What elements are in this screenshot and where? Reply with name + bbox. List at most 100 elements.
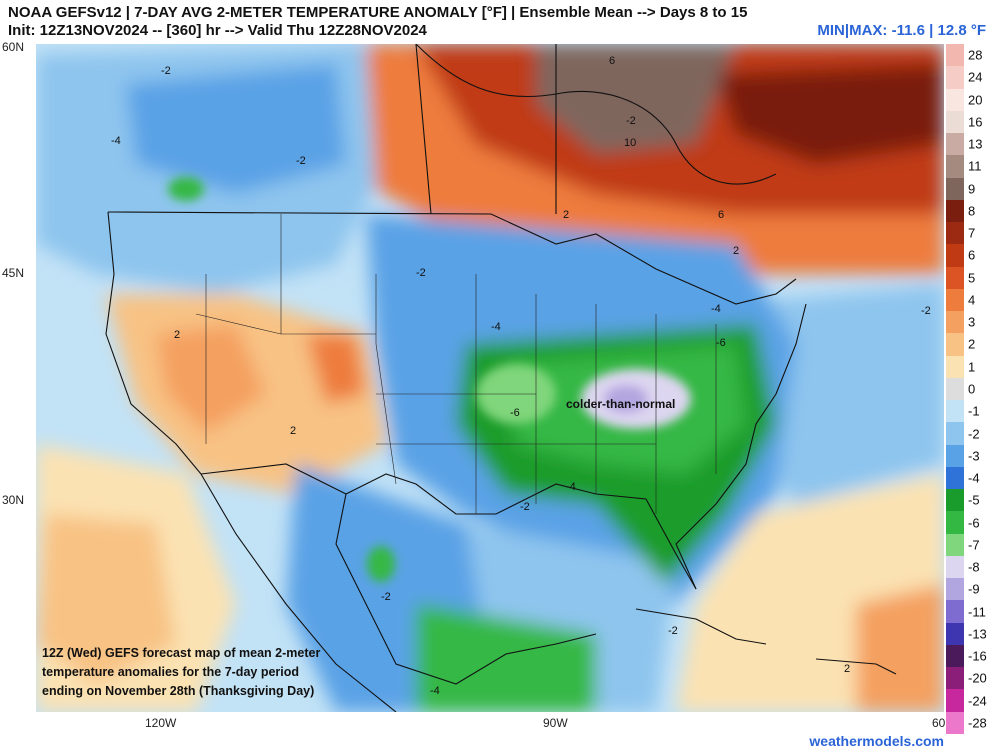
colorbar-swatch: [946, 667, 964, 690]
contour-label: 10: [624, 137, 636, 149]
lat-label-60n: 60N: [2, 40, 25, 54]
colorbar-swatch: [946, 600, 964, 623]
colorbar-level: -6: [946, 511, 1000, 534]
colorbar-swatch: [946, 533, 964, 556]
colorbar-label: 1: [968, 359, 976, 375]
caption-line-1: 12Z (Wed) GEFS forecast map of mean 2-me…: [42, 646, 321, 660]
colorbar-swatch: [946, 88, 964, 111]
colorbar-swatch: [946, 155, 964, 178]
colorbar-label: 13: [968, 136, 983, 152]
colorbar-swatch: [946, 555, 964, 579]
contour-label: 6: [609, 55, 615, 67]
colorbar-swatch: [946, 377, 964, 401]
state-lines: [195, 214, 717, 514]
pacific-warm-core: [36, 514, 176, 684]
colorbar-label: -4: [968, 470, 980, 486]
colorbar-label: -11: [968, 604, 986, 620]
us-west-coast: [105, 211, 202, 475]
colorbar-swatch: [946, 689, 964, 712]
coldest-anomaly-core: [604, 385, 648, 413]
header-init-valid: Init: 12Z13NOV2024 -- [360] hr --> Valid…: [8, 22, 427, 39]
colorbar-label: -5: [968, 492, 980, 508]
colorbar-swatch: [946, 44, 964, 67]
colorbar-label: 4: [968, 292, 976, 308]
contour-label: -4: [111, 135, 121, 147]
colorbar-label: 7: [968, 225, 976, 241]
colorbar-swatch: [946, 66, 964, 89]
caribbean-warm-core: [856, 584, 944, 712]
colorbar-level: -20: [946, 667, 1000, 690]
contour-label: 6: [718, 209, 724, 221]
anomaly-map: -2 -4 -2 6 10 6 2 2 -2 -4 -4 -6 -6 2 2 -…: [36, 44, 944, 712]
colorbar-label: 20: [968, 92, 983, 108]
colorbar-swatch: [946, 466, 964, 490]
colorbar-level: -4: [946, 466, 1000, 490]
contour-label: 2: [844, 663, 850, 675]
minmax-readout: MIN|MAX: -11.6 | 12.8 °F: [817, 22, 986, 39]
anomaly-field: [36, 44, 944, 712]
colorbar-label: 5: [968, 270, 976, 286]
colorbar-level: -7: [946, 533, 1000, 556]
map-caption: 12Z (Wed) GEFS forecast map of mean 2-me…: [42, 644, 372, 701]
colorbar-label: 16: [968, 114, 983, 130]
western-us-warm-core: [156, 324, 266, 434]
colorbar-swatch: [946, 266, 964, 289]
anomaly-map-canvas: -2 -4 -2 6 10 6 2 2 -2 -4 -4 -6 -6 2 2 -…: [36, 44, 944, 712]
contour-label: -2: [668, 625, 678, 637]
colorbar-level: 11: [946, 155, 1000, 178]
contour-label: 2: [174, 329, 180, 341]
colorbar-label: 0: [968, 381, 976, 397]
colorbar-level: 6: [946, 244, 1000, 267]
colorbar-label: -16: [968, 648, 987, 664]
colorbar-label: 6: [968, 247, 976, 263]
colorbar-label: 24: [968, 69, 983, 85]
colorbar-label: -3: [968, 448, 980, 464]
contour-label: -6: [510, 407, 520, 419]
northwest-cool-core: [126, 64, 346, 194]
colorbar-level: -24: [946, 689, 1000, 712]
us-canada-border: [107, 211, 797, 305]
contour-labels: -2 -4 -2 6 10 6 2 2 -2 -4 -4 -6 -6 2 2 -…: [111, 55, 931, 697]
colorbar-level: 5: [946, 266, 1000, 289]
brand-watermark: weathermodels.com: [809, 733, 944, 749]
colorbar-swatch: [946, 711, 964, 734]
contour-label: 2: [733, 245, 739, 257]
colorbar-level: -3: [946, 444, 1000, 467]
central-america-cold-region: [416, 604, 596, 712]
colorbar-swatch: [946, 110, 964, 134]
caption-line-2: temperature anomalies for the 7-day peri…: [42, 665, 300, 679]
mexico-cold-pocket: [367, 546, 395, 582]
colorbar-level: -13: [946, 622, 1000, 645]
colorbar-swatch: [946, 444, 964, 467]
us-east-coast: [675, 303, 807, 590]
contour-label: 2: [563, 209, 569, 221]
colorbar-label: -6: [968, 515, 980, 531]
colorbar-label: -28: [968, 715, 987, 731]
colorbar-level: -28: [946, 711, 1000, 734]
contour-label: -2: [626, 115, 636, 127]
colorbar-label: 28: [968, 47, 983, 63]
hispaniola-outline: [815, 658, 897, 675]
colorbar-level: 1: [946, 355, 1000, 378]
colorbar-swatch: [946, 333, 964, 356]
colorbar-swatch: [946, 311, 964, 334]
colorbar-label: -20: [968, 670, 987, 686]
colorbar-swatch: [946, 177, 964, 200]
four-corners-warm-spot: [306, 334, 366, 404]
colorbar-level: -11: [946, 600, 1000, 623]
colorbar-swatch: [946, 133, 964, 156]
colorbar-swatch: [946, 355, 964, 378]
colorbar-level: 16: [946, 110, 1000, 134]
contour-label: -2: [921, 305, 931, 317]
canada-province-lines: [415, 44, 557, 215]
contour-label: -2: [416, 267, 426, 279]
colorbar-level: 8: [946, 199, 1000, 223]
colorbar-label: -7: [968, 537, 980, 553]
colorbar-level: 7: [946, 222, 1000, 245]
contour-label: -4: [491, 321, 501, 333]
colorbar-swatch: [946, 489, 964, 512]
contour-label: -4: [430, 685, 440, 697]
colorbar-label: 9: [968, 181, 976, 197]
cuba-outline: [635, 608, 767, 645]
colorbar-level: 2: [946, 333, 1000, 356]
